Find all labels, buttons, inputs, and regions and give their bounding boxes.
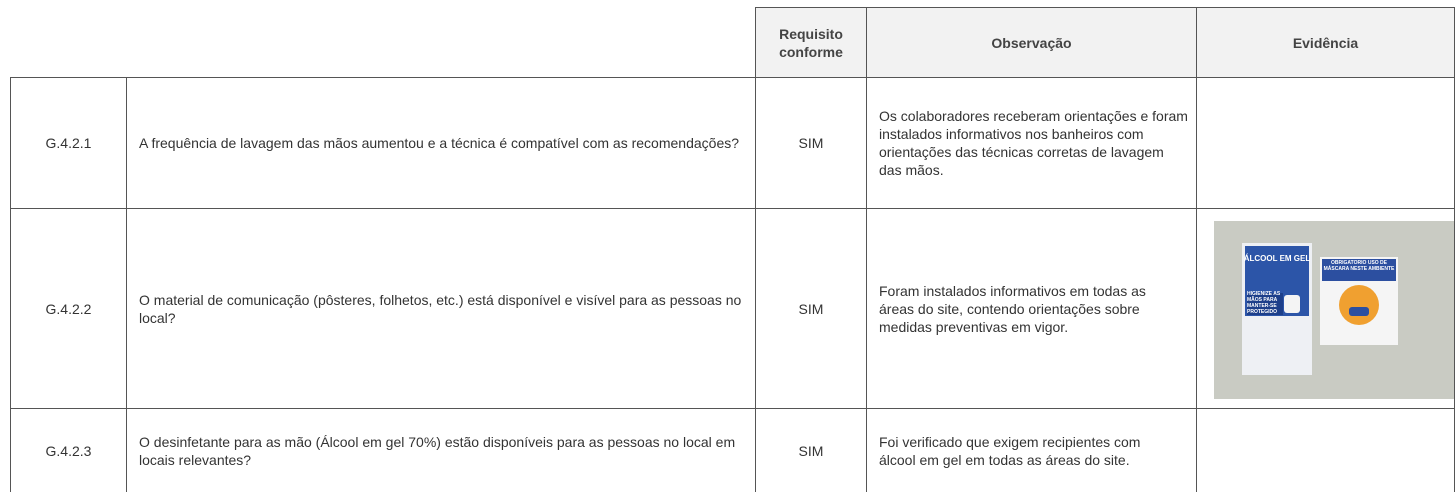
poster-title: ÁLCOOL EM GEL	[1244, 254, 1311, 263]
observation-cell: Foi verificado que exigem recipientes co…	[866, 408, 1196, 492]
code-cell: G.4.2.2	[10, 208, 126, 408]
code-cell: G.4.2.3	[10, 408, 126, 492]
poster-text: HIGIENIZE AS MÃOS PARA MANTER-SE PROTEGI…	[1247, 291, 1281, 315]
header-cell: Observação	[866, 7, 1196, 77]
observation-cell: Foram instalados informativos em todas a…	[866, 208, 1196, 408]
mask-icon	[1339, 285, 1379, 325]
status-cell: SIM	[755, 208, 866, 408]
gel-bottle	[1284, 295, 1300, 313]
poster-text-box: HIGIENIZE AS MÃOS PARA MANTER-SE PROTEGI…	[1247, 291, 1281, 315]
evidence-cell	[1196, 77, 1455, 208]
evidence-photo: ÁLCOOL EM GEL HIGIENIZE AS MÃOS PARA MAN…	[1214, 221, 1454, 399]
header-cell: Evidência	[1196, 7, 1455, 77]
question-cell: O desinfetante para as mão (Álcool em ge…	[126, 408, 755, 492]
evidence-cell: ÁLCOOL EM GEL HIGIENIZE AS MÃOS PARA MAN…	[1196, 208, 1455, 408]
code-cell: G.4.2.1	[10, 77, 126, 208]
header-cell: Requisito conforme	[755, 7, 866, 77]
poster-title-box: OBRIGATÓRIO USO DE MÁSCARA NESTE AMBIENT…	[1323, 260, 1395, 272]
status-cell: SIM	[755, 77, 866, 208]
question-cell: O material de comunicação (pôsteres, fol…	[126, 208, 755, 408]
poster-band	[1322, 259, 1396, 281]
evidence-cell	[1196, 408, 1455, 492]
poster-box	[1247, 293, 1283, 315]
status-cell: SIM	[755, 408, 866, 492]
question-cell: A frequência de lavagem das mãos aumento…	[126, 77, 755, 208]
poster-title: OBRIGATÓRIO USO DE MÁSCARA NESTE AMBIENT…	[1323, 260, 1395, 272]
mask	[1349, 307, 1369, 316]
observation-cell: Os colaboradores receberam orientações e…	[866, 77, 1196, 208]
